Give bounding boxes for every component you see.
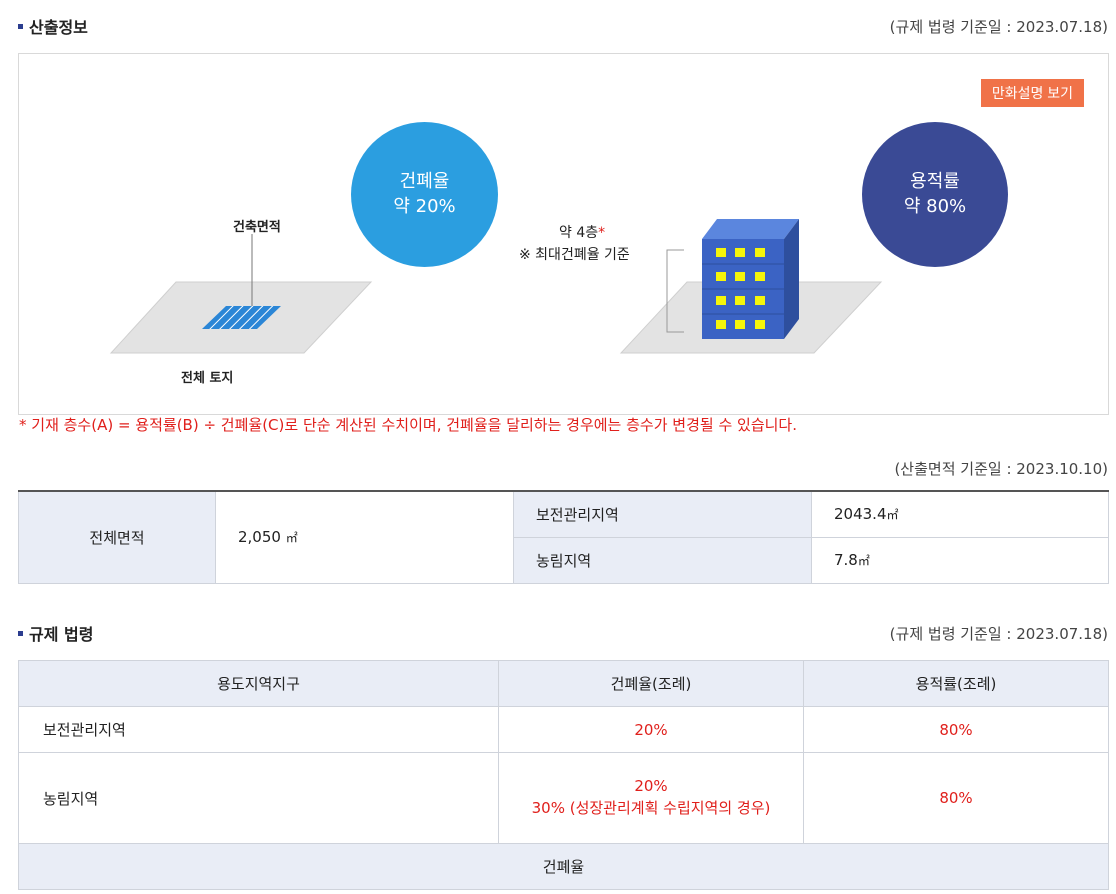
total-land-label: 전체 토지: [181, 371, 234, 386]
far-circle: 용적률 약 80%: [862, 122, 1008, 267]
total-area-label: 전체면적: [18, 490, 216, 584]
floor-bracket: [666, 249, 684, 333]
table-row: 농림지역 20% 30% (성장관리계획 수립지역의 경우) 80%: [18, 752, 1109, 844]
bcr-cell: 20%: [498, 706, 804, 753]
table-row: 농림지역 7.8㎡: [19, 536, 1109, 584]
building-windows: [716, 248, 765, 329]
col-header-bcr: 건폐율(조례): [498, 660, 804, 707]
table-header-row: 용도지역지구 건폐율(조례) 용적률(조례): [18, 660, 1109, 707]
col-header-far: 용적률(조례): [803, 660, 1109, 707]
far-cell: 80%: [803, 752, 1109, 844]
building-area-label: 건축면적: [233, 220, 281, 235]
zone-name: 농림지역: [513, 536, 812, 584]
col-header-zone: 용도지역지구: [18, 660, 499, 707]
floors-label: 약 4층*: [559, 225, 606, 241]
zone-name: 보전관리지역: [513, 490, 812, 538]
table-row: 전체면적 2,050 ㎡ 보전관리지역 2043.4㎡: [18, 490, 1109, 584]
section-header-calc: 산출정보 (규제 법령 기준일 : 2023.07.18): [18, 15, 1108, 37]
law-table: 용도지역지구 건폐율(조례) 용적률(조례) 보전관리지역 20% 80% 농림…: [18, 660, 1109, 890]
area-basis-date: (산출면적 기준일 : 2023.10.10): [894, 459, 1108, 478]
section-header-law: 규제 법령 (규제 법령 기준일 : 2023.07.18): [18, 622, 1108, 644]
far-label: 용적률: [910, 171, 960, 193]
illustration-graphic: [109, 219, 883, 354]
far-cell: 80%: [803, 706, 1109, 753]
bcr-circle: 건폐율 약 20%: [351, 122, 498, 267]
floors-asterisk: *: [598, 225, 606, 241]
section-title: 규제 법령: [18, 621, 93, 645]
bullet-icon: [18, 630, 23, 636]
bcr-label: 건폐율: [399, 171, 450, 193]
section-title: 산출정보: [18, 14, 88, 38]
basis-date: (규제 법령 기준일 : 2023.07.18): [889, 17, 1108, 36]
area-table: 전체면적 2,050 ㎡ 보전관리지역 2043.4㎡ 농림지역 7.8㎡: [18, 490, 1109, 584]
illustration-panel: 만화설명 보기: [18, 53, 1109, 415]
area-basis-header: (산출면적 기준일 : 2023.10.10): [18, 457, 1108, 479]
basis-date: (규제 법령 기준일 : 2023.07.18): [889, 624, 1108, 643]
floors-note: ※ 최대건폐율 기준: [519, 247, 630, 263]
total-area-value: 2,050 ㎡: [215, 490, 514, 584]
footnote: * 기재 층수(A) = 용적률(B) ÷ 건폐율(C)로 단순 계산된 수치이…: [19, 416, 798, 434]
zone-area: 2043.4㎡: [811, 490, 1109, 538]
zone-cell: 보전관리지역: [18, 706, 499, 753]
comic-explanation-button[interactable]: 만화설명 보기: [980, 79, 1084, 107]
zone-cell: 농림지역: [18, 752, 499, 844]
bcr-value: 약 20%: [393, 195, 456, 217]
table-row: 보전관리지역 20% 80%: [18, 706, 1109, 753]
table-row: 건폐율: [18, 843, 1109, 890]
bcr-cell: 20% 30% (성장관리계획 수립지역의 경우): [498, 752, 804, 844]
subheader-cell: 건폐율: [18, 843, 1109, 890]
building-area-shape: [202, 306, 281, 329]
bullet-icon: [18, 23, 23, 29]
far-value: 약 80%: [903, 195, 967, 217]
zone-area: 7.8㎡: [811, 536, 1109, 584]
